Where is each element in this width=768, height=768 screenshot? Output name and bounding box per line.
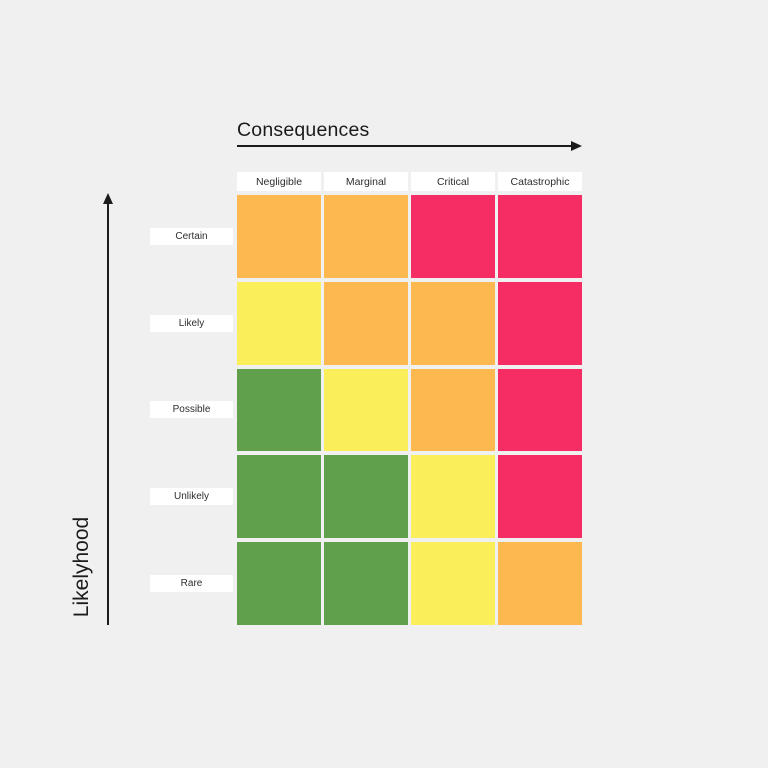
y-axis-arrow-up-icon [103, 193, 113, 204]
row-labels: Certain Likely Possible Unlikely Rare [150, 195, 233, 625]
cell-possible-marginal [324, 368, 408, 452]
row-label-possible: Possible [150, 401, 233, 419]
cell-unlikely-critical [411, 455, 495, 539]
row-label-slot-rare: Rare [150, 542, 233, 625]
cell-unlikely-catastrophic [498, 455, 582, 539]
row-label-certain: Certain [150, 227, 233, 245]
x-axis-arrow-line [237, 145, 573, 147]
row-label-slot-possible: Possible [150, 369, 233, 452]
cell-unlikely-negligible [237, 455, 321, 539]
cell-likely-marginal [324, 281, 408, 365]
cell-possible-catastrophic [498, 368, 582, 452]
cell-certain-negligible [237, 195, 321, 278]
column-headers: Negligible Marginal Critical Catastrophic [237, 172, 582, 191]
row-label-slot-likely: Likely [150, 282, 233, 365]
row-label-rare: Rare [150, 575, 233, 593]
matrix-grid [237, 195, 582, 625]
column-header-marginal: Marginal [324, 172, 408, 191]
cell-rare-catastrophic [498, 542, 582, 625]
cell-likely-negligible [237, 281, 321, 365]
cell-certain-marginal [324, 195, 408, 278]
cell-possible-negligible [237, 368, 321, 452]
x-axis-arrow-right-icon [571, 141, 582, 151]
column-header-negligible: Negligible [237, 172, 321, 191]
cell-likely-catastrophic [498, 281, 582, 365]
column-header-critical: Critical [411, 172, 495, 191]
cell-rare-critical [411, 542, 495, 625]
row-label-slot-unlikely: Unlikely [150, 455, 233, 538]
cell-rare-marginal [324, 542, 408, 625]
cell-unlikely-marginal [324, 455, 408, 539]
column-header-catastrophic: Catastrophic [498, 172, 582, 191]
y-axis-title: Likelyhood [70, 516, 93, 618]
x-axis-title: Consequences [237, 119, 370, 141]
y-axis-arrow-line [107, 203, 109, 625]
cell-certain-critical [411, 195, 495, 278]
cell-likely-critical [411, 281, 495, 365]
row-label-slot-certain: Certain [150, 195, 233, 278]
row-label-likely: Likely [150, 314, 233, 332]
row-label-unlikely: Unlikely [150, 488, 233, 506]
cell-certain-catastrophic [498, 195, 582, 278]
cell-possible-critical [411, 368, 495, 452]
cell-rare-negligible [237, 542, 321, 625]
